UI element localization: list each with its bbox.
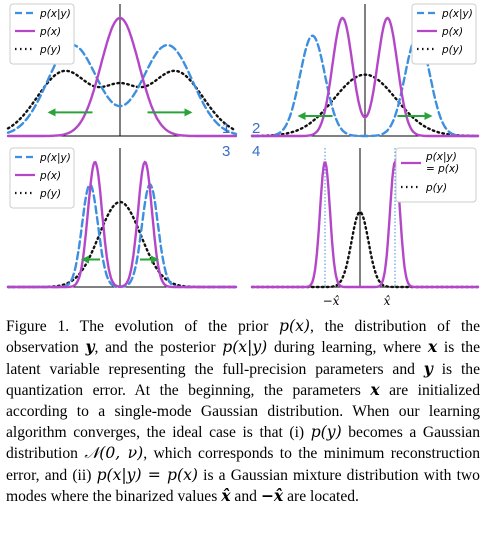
caption-math: p(y) (310, 423, 342, 442)
caption-text: becomes a Gaussian distribution (6, 424, 480, 463)
caption-math: x̂ (221, 486, 231, 506)
caption-math: x (370, 380, 380, 400)
panel-number-3: 3 (222, 143, 230, 160)
caption-text: , the distribution of the observation (6, 318, 480, 357)
curve-observation (250, 73, 480, 138)
caption-math: p(x|y) = p(x) (96, 465, 198, 484)
caption-text: , and the posterior (94, 339, 223, 357)
caption-math: x (427, 337, 438, 357)
legend-label: p(y) (441, 44, 463, 56)
arrow-head-1 (184, 108, 193, 117)
curve-prior (6, 160, 238, 289)
curve-posterior (250, 34, 480, 138)
panel-4: p(x|y)= p(x) p(y) (250, 147, 480, 289)
arrow-head-1 (424, 111, 433, 120)
legend-label: p(y) (39, 188, 61, 200)
panel-number-2: 2 (252, 120, 260, 137)
arrow-head-1 (151, 255, 159, 264)
arrow-head-0 (81, 255, 89, 264)
legend-label: p(x|y) (39, 8, 71, 20)
curve-prior (250, 159, 480, 289)
panel-number-1: 1 (222, 120, 230, 137)
legend-label: p(x) (39, 170, 61, 182)
caption-math: 𝒩(0, ν) (84, 444, 144, 463)
figure-label: Figure 1. (6, 318, 70, 335)
panel-1: p(x|y) p(x) p(y) (6, 3, 238, 138)
caption-text: , which corresponds to the minimum recon… (6, 445, 480, 484)
tick-xhat: x̂ (384, 294, 391, 308)
caption-text: is a Gaussian mixture distribution with … (6, 466, 480, 506)
figure-1: p(x|y)p(x)p(y)p(x|y)p(x)p(y)p(x|y)p(x)p(… (6, 3, 480, 308)
caption-math: y (423, 358, 433, 378)
caption-math: −x̂ (260, 486, 284, 506)
arrow-head-0 (47, 108, 56, 117)
caption-text: and (230, 488, 261, 506)
caption-math: p(x) (279, 317, 310, 335)
legend-box (395, 147, 477, 203)
panel-number-4: 4 (252, 143, 260, 160)
curve-observation (250, 210, 480, 289)
caption-text: is the latent variable representing the … (6, 339, 481, 378)
panel-3: p(x|y) p(x) p(y) (6, 147, 238, 289)
caption-text: The evolution of the prior (69, 318, 280, 335)
panel-2: p(x|y) p(x) p(y) (250, 3, 480, 138)
legend-label: p(x) (39, 26, 61, 38)
curve-prior (6, 16, 238, 138)
figure-caption: Figure 1. The evolution of the prior p(x… (6, 316, 480, 508)
caption-text: is the quantization error. At the beginn… (6, 360, 480, 400)
legend-label: p(y) (39, 44, 61, 56)
legend-label: p(x|y) (425, 151, 457, 163)
caption-text: during learning, where (267, 339, 428, 357)
tick-minus-xhat: −x̂ (323, 294, 340, 308)
curve-observation (6, 200, 238, 289)
curve-posterior (6, 43, 238, 136)
curve-observation (6, 69, 238, 132)
legend-label: p(x) (441, 26, 463, 38)
legend-label: p(x|y) (441, 8, 473, 20)
legend-label: = p(x) (426, 163, 459, 175)
arrow-head-0 (297, 111, 306, 120)
caption-math: p(x|y) (222, 338, 268, 357)
caption-text: are located. (283, 488, 359, 506)
legend-label: p(y) (425, 182, 447, 194)
caption-text: are initialized according to a single-mo… (6, 382, 481, 442)
legend-label: p(x|y) (39, 152, 71, 164)
caption-math: y (85, 337, 95, 357)
curve-prior (250, 16, 480, 138)
